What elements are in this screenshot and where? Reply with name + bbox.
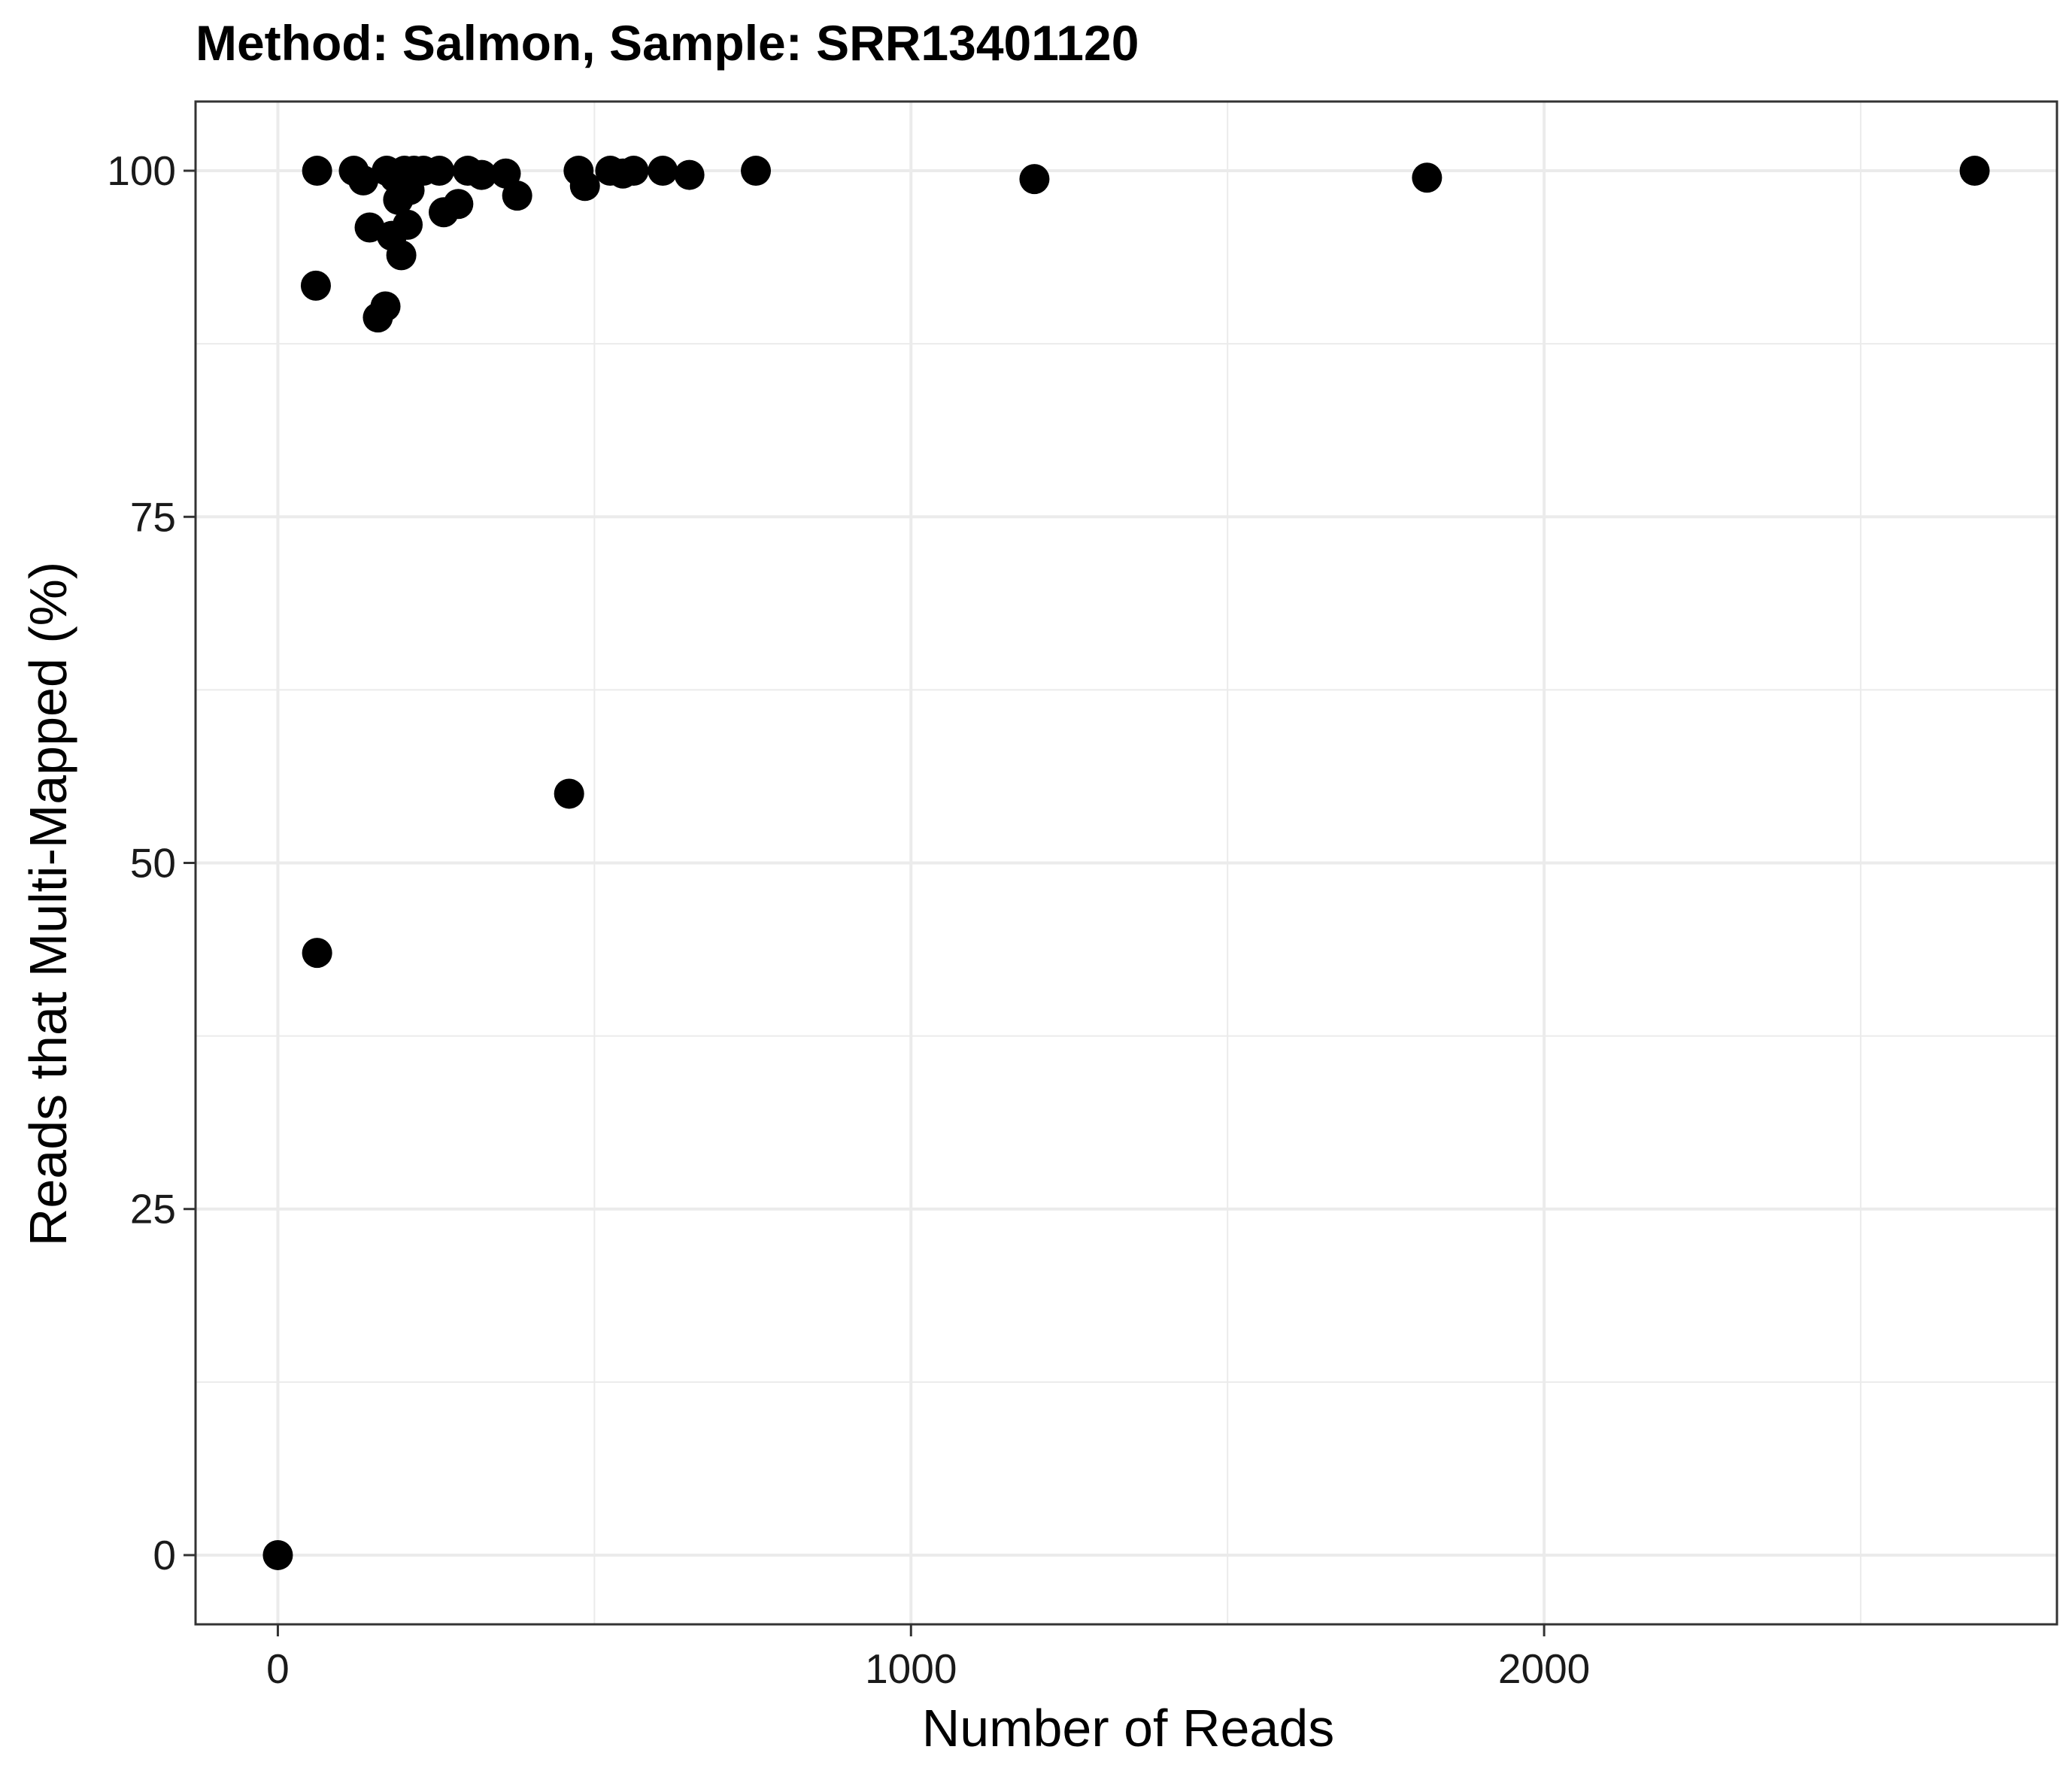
data-point: [618, 156, 649, 186]
y-axis-ticks: 0 25 50 75 100: [107, 147, 196, 1578]
data-point: [393, 209, 423, 240]
data-point: [1019, 164, 1050, 195]
y-tick-label: 100: [107, 147, 176, 194]
data-point: [741, 156, 772, 186]
data-point: [466, 159, 497, 190]
data-points: [262, 156, 1990, 1570]
data-point: [1412, 162, 1443, 193]
data-point: [554, 778, 584, 809]
data-point: [302, 938, 332, 969]
y-tick-label: 50: [130, 840, 176, 887]
x-tick-label: 2000: [1498, 1645, 1590, 1692]
data-point: [443, 189, 474, 220]
data-point: [348, 165, 379, 196]
data-point: [648, 156, 678, 186]
chart-title: Method: Salmon, Sample: SRR13401120: [196, 15, 1139, 71]
x-axis-ticks: 0 1000 2000: [266, 1624, 1590, 1692]
y-axis-title: Reads that Multi-Mapped (%): [19, 562, 77, 1246]
data-point: [386, 240, 417, 271]
data-point: [674, 159, 705, 190]
data-point: [569, 171, 600, 202]
y-tick-label: 75: [130, 493, 176, 540]
y-tick-label: 25: [130, 1186, 176, 1233]
data-point: [302, 156, 332, 186]
data-point: [262, 1539, 293, 1570]
data-point: [300, 270, 331, 301]
x-axis-title: Number of Reads: [922, 1699, 1335, 1757]
x-tick-label: 0: [266, 1645, 290, 1692]
data-point: [424, 156, 455, 186]
data-point: [1959, 156, 1990, 186]
data-point: [502, 180, 532, 211]
data-point: [490, 158, 521, 189]
x-tick-label: 1000: [865, 1645, 957, 1692]
y-tick-label: 0: [153, 1532, 176, 1578]
data-point: [370, 291, 401, 322]
